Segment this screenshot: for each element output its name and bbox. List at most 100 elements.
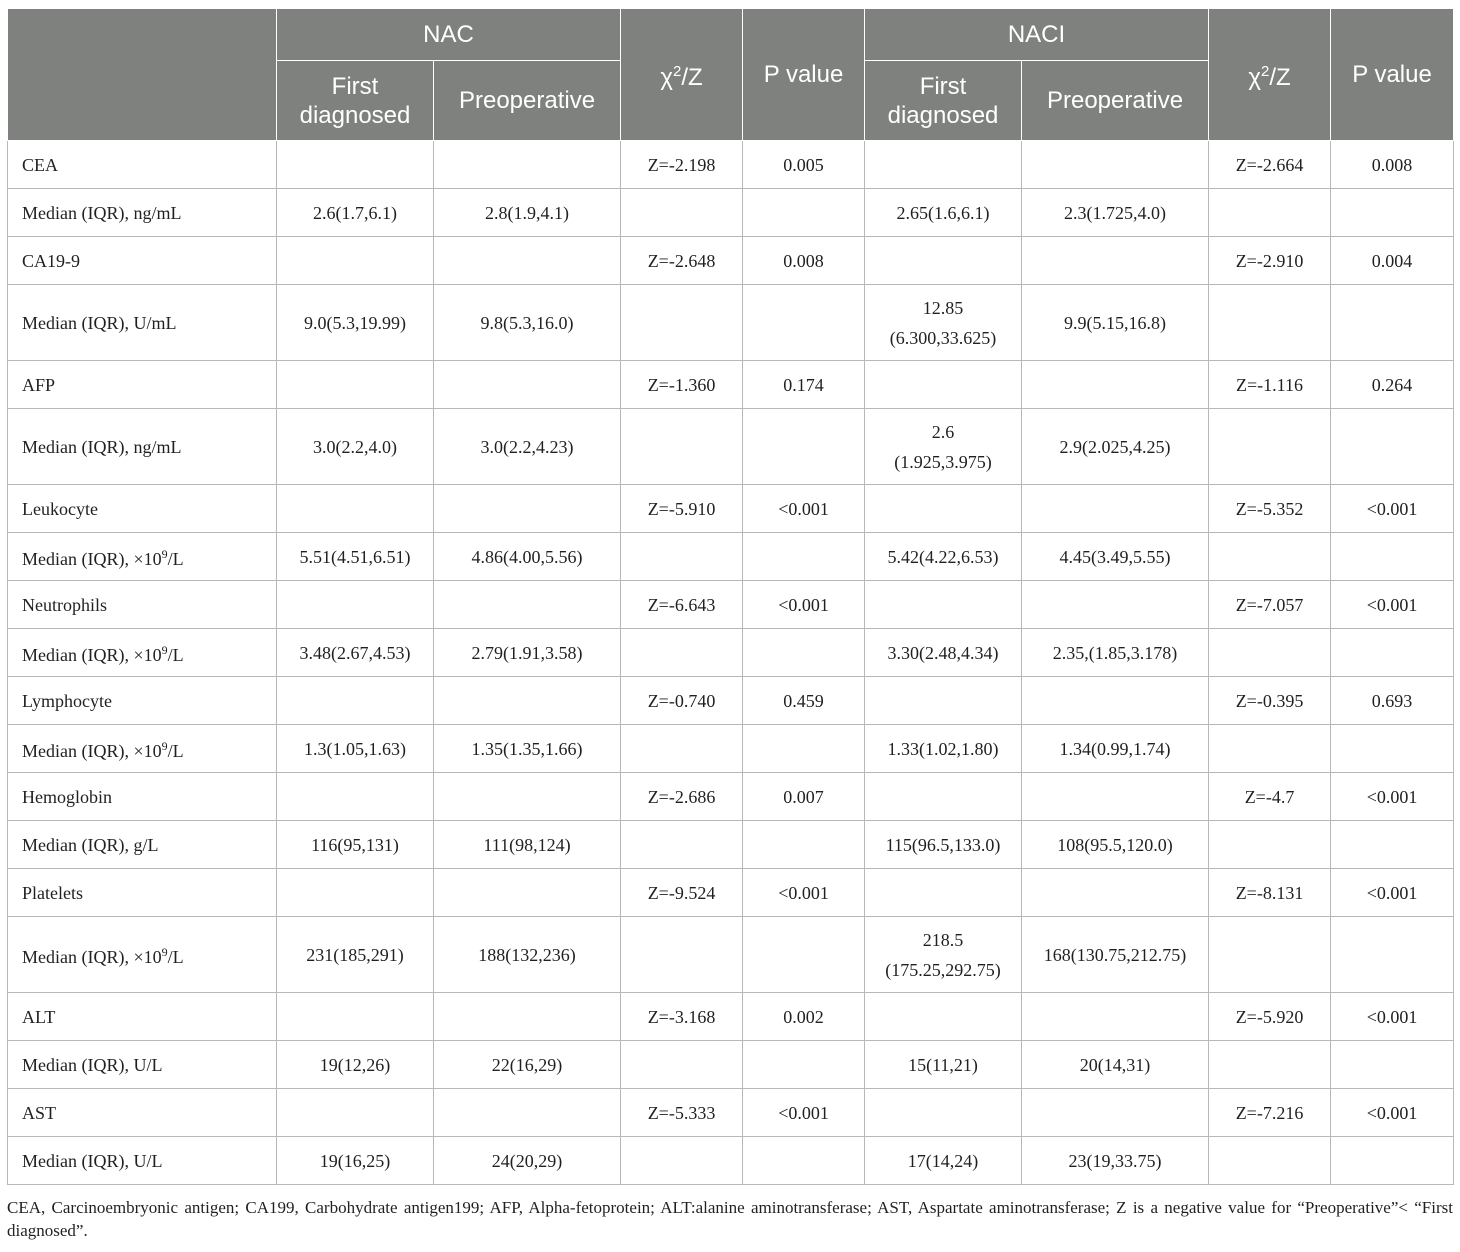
cell-value: <0.001: [778, 498, 829, 519]
cell-naci-stat: Z=-2.910: [1208, 236, 1332, 285]
cell-nac-pre: 3.0(2.2,4.23): [432, 408, 622, 485]
cell-value: 9.0(5.3,19.99): [304, 312, 406, 333]
cell-value: 0.004: [1371, 250, 1413, 271]
cell-nac-pre: 4.86(4.00,5.56): [432, 532, 622, 581]
table-body: CEA Z=-2.198 0.005 Z=-2.664 0.008 Median (IQR…: [7, 140, 1455, 1185]
table-row: Median (IQR), U/mL 9.0(5.3,19.99) 9.8(5.3,…: [7, 284, 1455, 361]
row-label-text: AFP: [22, 374, 56, 395]
row-label: Median (IQR), ng/mL: [7, 408, 277, 485]
cell-naci-stat: Z=-7.216: [1208, 1088, 1332, 1137]
cell-value: 4.86(4.00,5.56): [471, 546, 583, 567]
cell-value: Z=-8.131: [1235, 882, 1304, 903]
cell-value: 3.48(2.67,4.53): [299, 642, 411, 663]
cell-nac-p: [742, 284, 866, 361]
cell-naci-p: <0.001: [1330, 1088, 1455, 1137]
cell-value: 3.30(2.48,4.34): [887, 642, 999, 663]
table-row: Lymphocyte Z=-0.740 0.459 Z=-0.395 0.693: [7, 676, 1455, 725]
cell-naci-p: [1330, 1040, 1455, 1089]
cell-naci-first: [864, 868, 1023, 917]
cell-nac-p: [742, 188, 866, 237]
cell-value: 22(16,29): [491, 1054, 563, 1075]
header-blank-cell: [7, 8, 277, 141]
row-label-text: Median (IQR), ×10: [22, 549, 162, 569]
cell-nac-pre: [432, 1088, 622, 1137]
cell-naci-first: 2.6 (1.925,3.975): [864, 408, 1023, 485]
cell-value: 5.42(4.22,6.53): [887, 546, 999, 567]
cell-nac-stat: [620, 188, 744, 237]
cell-naci-pre: [1021, 868, 1210, 917]
table-row: Median (IQR), g/L 116(95,131) 111(98,124) 1…: [7, 820, 1455, 869]
cell-naci-pre: 2.3(1.725,4.0): [1021, 188, 1210, 237]
cell-value: 168(130.75,212.75): [1043, 944, 1187, 965]
row-label-text: Median (IQR), ng/mL: [22, 202, 182, 223]
cell-value-line2: (175.25,292.75): [885, 959, 1001, 980]
row-label: Median (IQR), ×109/L: [7, 724, 277, 773]
cell-naci-p: [1330, 724, 1455, 773]
cell-value: 12.85: [922, 297, 964, 318]
cell-value: 0.459: [783, 690, 824, 711]
cell-naci-pre: 108(95.5,120.0): [1021, 820, 1210, 869]
cell-nac-stat: [620, 408, 744, 485]
cell-nac-pre: 1.35(1.35,1.66): [432, 724, 622, 773]
cell-value: 1.35(1.35,1.66): [471, 738, 583, 759]
cell-naci-p: [1330, 284, 1455, 361]
cell-nac-pre: [432, 236, 622, 285]
cell-value: Z=-5.920: [1235, 1006, 1304, 1027]
cell-nac-stat: Z=-5.333: [620, 1088, 744, 1137]
cell-naci-first: [864, 992, 1023, 1041]
cell-naci-pre: [1021, 1088, 1210, 1137]
cell-nac-first: 1.3(1.05,1.63): [276, 724, 434, 773]
cell-value: <0.001: [778, 1102, 829, 1123]
header-nac-first-diagnosed: First diagnosed: [276, 60, 434, 141]
cell-naci-pre: 20(14,31): [1021, 1040, 1210, 1089]
cell-naci-p: 0.693: [1330, 676, 1455, 725]
cell-nac-first: [276, 580, 434, 629]
cell-value: Z=-2.664: [1235, 154, 1304, 175]
cell-value: 115(96.5,133.0): [885, 834, 1001, 855]
cell-naci-stat: [1208, 820, 1332, 869]
cell-naci-first: 3.30(2.48,4.34): [864, 628, 1023, 677]
cell-value: Z=-3.168: [647, 1006, 716, 1027]
cell-nac-pre: 22(16,29): [432, 1040, 622, 1089]
table-row: Median (IQR), ×109/L 231(185,291) 188(132,…: [7, 916, 1455, 993]
cell-naci-pre: [1021, 140, 1210, 189]
row-label-text: CA19-9: [22, 250, 80, 271]
header-nac-stat: χ2/Z: [620, 8, 744, 141]
cell-value: 0.174: [783, 374, 824, 395]
cell-naci-stat: [1208, 724, 1332, 773]
row-label: ALT: [7, 992, 277, 1041]
cell-naci-first: [864, 580, 1023, 629]
cell-nac-stat: Z=-3.168: [620, 992, 744, 1041]
results-table: NAC χ2/Z P value NACI χ2/Z P value First…: [7, 8, 1455, 1185]
table-row: Hemoglobin Z=-2.686 0.007 Z=-4.7 <0.001: [7, 772, 1455, 821]
cell-nac-first: [276, 360, 434, 409]
table-row: Platelets Z=-9.524 <0.001 Z=-8.131 <0.001: [7, 868, 1455, 917]
cell-value: Z=-5.910: [647, 498, 716, 519]
cell-nac-p: [742, 1040, 866, 1089]
row-label: Median (IQR), ng/mL: [7, 188, 277, 237]
cell-value: 0.008: [783, 250, 824, 271]
cell-value: Z=-2.910: [1235, 250, 1304, 271]
cell-naci-first: [864, 1088, 1023, 1137]
cell-naci-p: [1330, 188, 1455, 237]
cell-naci-first: [864, 676, 1023, 725]
cell-nac-stat: [620, 628, 744, 677]
cell-naci-p: [1330, 820, 1455, 869]
cell-value: Z=-5.333: [647, 1102, 716, 1123]
cell-naci-first: 12.85 (6.300,33.625): [864, 284, 1023, 361]
cell-value: 108(95.5,120.0): [1057, 834, 1173, 855]
cell-naci-stat: [1208, 628, 1332, 677]
cell-value: Z=-7.057: [1235, 594, 1304, 615]
cell-value: 3.0(2.2,4.23): [480, 436, 574, 457]
cell-value: 2.79(1.91,3.58): [471, 642, 583, 663]
cell-nac-stat: Z=-2.686: [620, 772, 744, 821]
cell-naci-first: 5.42(4.22,6.53): [864, 532, 1023, 581]
cell-value: 19(12,26): [319, 1054, 391, 1075]
cell-nac-p: [742, 628, 866, 677]
row-label-text: Median (IQR), ×10: [22, 645, 162, 665]
row-label-text: Median (IQR), g/L: [22, 834, 159, 855]
cell-naci-stat: [1208, 916, 1332, 993]
cell-nac-first: [276, 868, 434, 917]
cell-value: Z=-5.352: [1235, 498, 1304, 519]
cell-value: 218.5: [922, 929, 964, 950]
